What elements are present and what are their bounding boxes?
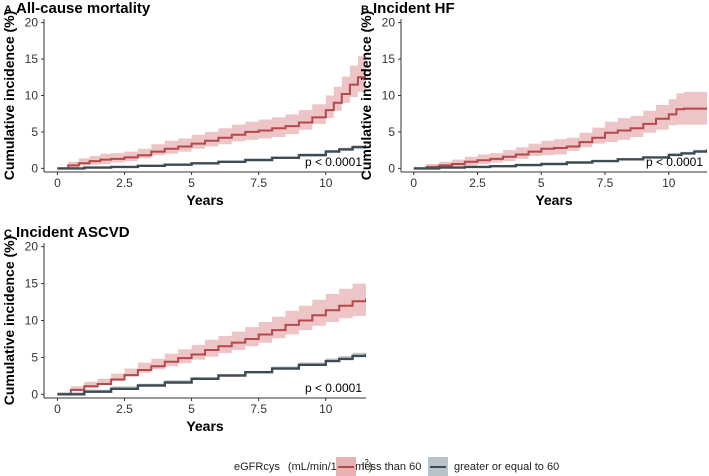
panel-b: B Incident HF 0 5 10 15 20 0 2.5 5 7.5 10 Years Cumul… xyxy=(358,0,707,208)
panel-c-x-axis-title: Years xyxy=(186,418,224,434)
panel-b-x-tick-label: 5 xyxy=(538,176,545,190)
panel-c-title: Incident ASCVD xyxy=(16,224,130,241)
legend: eGFRcys (mL/min/1.73 m2) less than 60 gr… xyxy=(234,457,559,476)
panel-c-series-line-less-than-60 xyxy=(57,298,366,396)
panel-c-x-tick-label: 7.5 xyxy=(250,402,267,416)
panel-c-plot-area xyxy=(57,279,366,396)
panel-a-x-tick-label: 2.5 xyxy=(116,176,133,190)
panel-c-x-tick-label: 2.5 xyxy=(116,402,133,416)
panel-a: A All-cause mortality 0 5 10 15 20 0 2.5 5 7.5 10 Ye… xyxy=(1,0,366,208)
panel-c-p-value: p < 0.0001 xyxy=(305,381,362,395)
panel-b-plot-area xyxy=(413,91,707,170)
panel-b-y-tick-label: 15 xyxy=(382,52,396,66)
panel-a-y-tick-label: 20 xyxy=(25,16,39,30)
panel-a-x-axis-title: Years xyxy=(186,192,224,208)
panel-a-ci-band-less-than-60 xyxy=(57,48,366,169)
panel-c-y-tick-label: 15 xyxy=(25,277,39,291)
panel-b-ci-band-less-than-60 xyxy=(413,91,707,169)
panel-b-y-axis-title: Cumulative incidence (%) xyxy=(358,11,374,181)
legend-label-less-than-60: less than 60 xyxy=(362,461,421,473)
panel-b-x-axis-title: Years xyxy=(535,192,573,208)
legend-title-main: eGFRcys xyxy=(234,461,280,473)
panel-b-letter: B xyxy=(361,4,369,16)
panel-a-x-tick-label: 0 xyxy=(54,176,61,190)
panel-a-x-tick-label: 7.5 xyxy=(250,176,267,190)
panel-c-y-tick-label: 20 xyxy=(25,240,39,254)
legend-title-sup: 2 xyxy=(364,458,369,467)
panel-c-x-tick-label: 0 xyxy=(54,402,61,416)
panel-a-y-tick-label: 5 xyxy=(31,125,38,139)
panel-a-x-tick-label: 5 xyxy=(188,176,195,190)
panel-c-ci-band-less-than-60 xyxy=(57,279,366,395)
panel-b-p-value: p < 0.0001 xyxy=(646,155,703,169)
panel-c: C Incident ASCVD 0 5 10 15 20 0 2.5 5 7.5 10 Years Cu… xyxy=(1,224,366,434)
panel-a-y-tick-label: 15 xyxy=(25,52,39,66)
panel-c-x-tick-label: 10 xyxy=(319,402,333,416)
panel-b-y-tick-label: 5 xyxy=(388,125,395,139)
panel-a-x-tick-label: 10 xyxy=(319,176,333,190)
panel-b-y-tick-label: 0 xyxy=(388,161,395,175)
panel-b-x-tick-label: 2.5 xyxy=(469,176,486,190)
panel-c-letter: C xyxy=(4,228,12,240)
panel-b-x-tick-label: 7.5 xyxy=(597,176,614,190)
panel-c-y-tick-label: 5 xyxy=(31,350,38,364)
panel-b-series-line-greater-or-equal-60 xyxy=(413,149,707,170)
panel-c-ci-band-greater-or-equal-60 xyxy=(57,350,366,395)
panel-c-y-tick-label: 10 xyxy=(25,314,39,328)
panel-a-y-axis-title: Cumulative incidence (%) xyxy=(1,11,17,181)
legend-label-greater-or-equal-60: greater or equal to 60 xyxy=(454,461,559,473)
panel-c-series-line-greater-or-equal-60 xyxy=(57,353,366,396)
panel-b-y-tick-label: 10 xyxy=(382,89,396,103)
panel-b-series-line-less-than-60 xyxy=(413,107,707,170)
panel-a-title: All-cause mortality xyxy=(16,0,151,17)
panel-a-letter: A xyxy=(4,4,12,16)
legend-title-close: ) xyxy=(369,461,373,473)
panel-b-title: Incident HF xyxy=(373,0,455,17)
panel-b-x-tick-label: 10 xyxy=(662,176,676,190)
panel-c-y-tick-label: 0 xyxy=(31,387,38,401)
panel-a-y-tick-label: 10 xyxy=(25,89,39,103)
panel-a-series-line-less-than-60 xyxy=(57,70,366,170)
panel-a-plot-area xyxy=(57,48,366,170)
panel-a-p-value: p < 0.0001 xyxy=(305,155,362,169)
panel-a-series-line-greater-or-equal-60 xyxy=(57,145,366,170)
panel-a-y-tick-label: 0 xyxy=(31,161,38,175)
panel-b-x-tick-label: 0 xyxy=(410,176,417,190)
panel-c-x-tick-label: 5 xyxy=(188,402,195,416)
panel-c-y-axis-title: Cumulative incidence (%) xyxy=(1,236,17,406)
panel-b-y-tick-label: 20 xyxy=(382,16,396,30)
